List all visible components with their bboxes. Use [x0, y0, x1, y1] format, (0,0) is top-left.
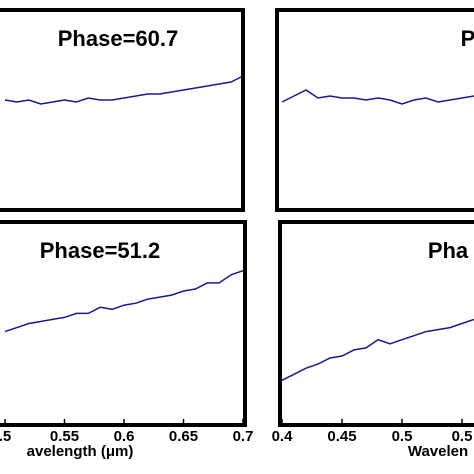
x-tick-label: 0.7 [233, 428, 254, 445]
panel-title: Pha [428, 238, 469, 263]
x-tick-label: 0.5 [392, 428, 413, 445]
spectrum-line [4, 75, 244, 105]
spectrum-line [281, 318, 474, 381]
panel-frame [278, 220, 474, 427]
panel-frame [0, 220, 247, 427]
panel-title: Phase=60.7 [58, 26, 178, 51]
x-axis-label: avelength (μm) [27, 443, 134, 460]
x-tick-label: .5 [0, 428, 11, 445]
x-tick-label: 0.65 [169, 428, 198, 445]
panel-frame [275, 8, 474, 212]
x-tick-label: 0.4 [272, 428, 294, 445]
x-axis-label: Wavelen [408, 443, 468, 460]
x-tick-label: 0.5 [452, 428, 473, 445]
spectrum-line [281, 89, 474, 105]
panel-title: Phase=51.2 [40, 238, 160, 263]
x-tick-label: 0.55 [50, 428, 79, 445]
x-tick-label: 0.45 [327, 428, 356, 445]
spectrum-line [4, 269, 244, 333]
panel-frame [0, 8, 245, 212]
x-tick-label: 0.6 [114, 428, 135, 445]
panel-title: P [461, 26, 474, 51]
